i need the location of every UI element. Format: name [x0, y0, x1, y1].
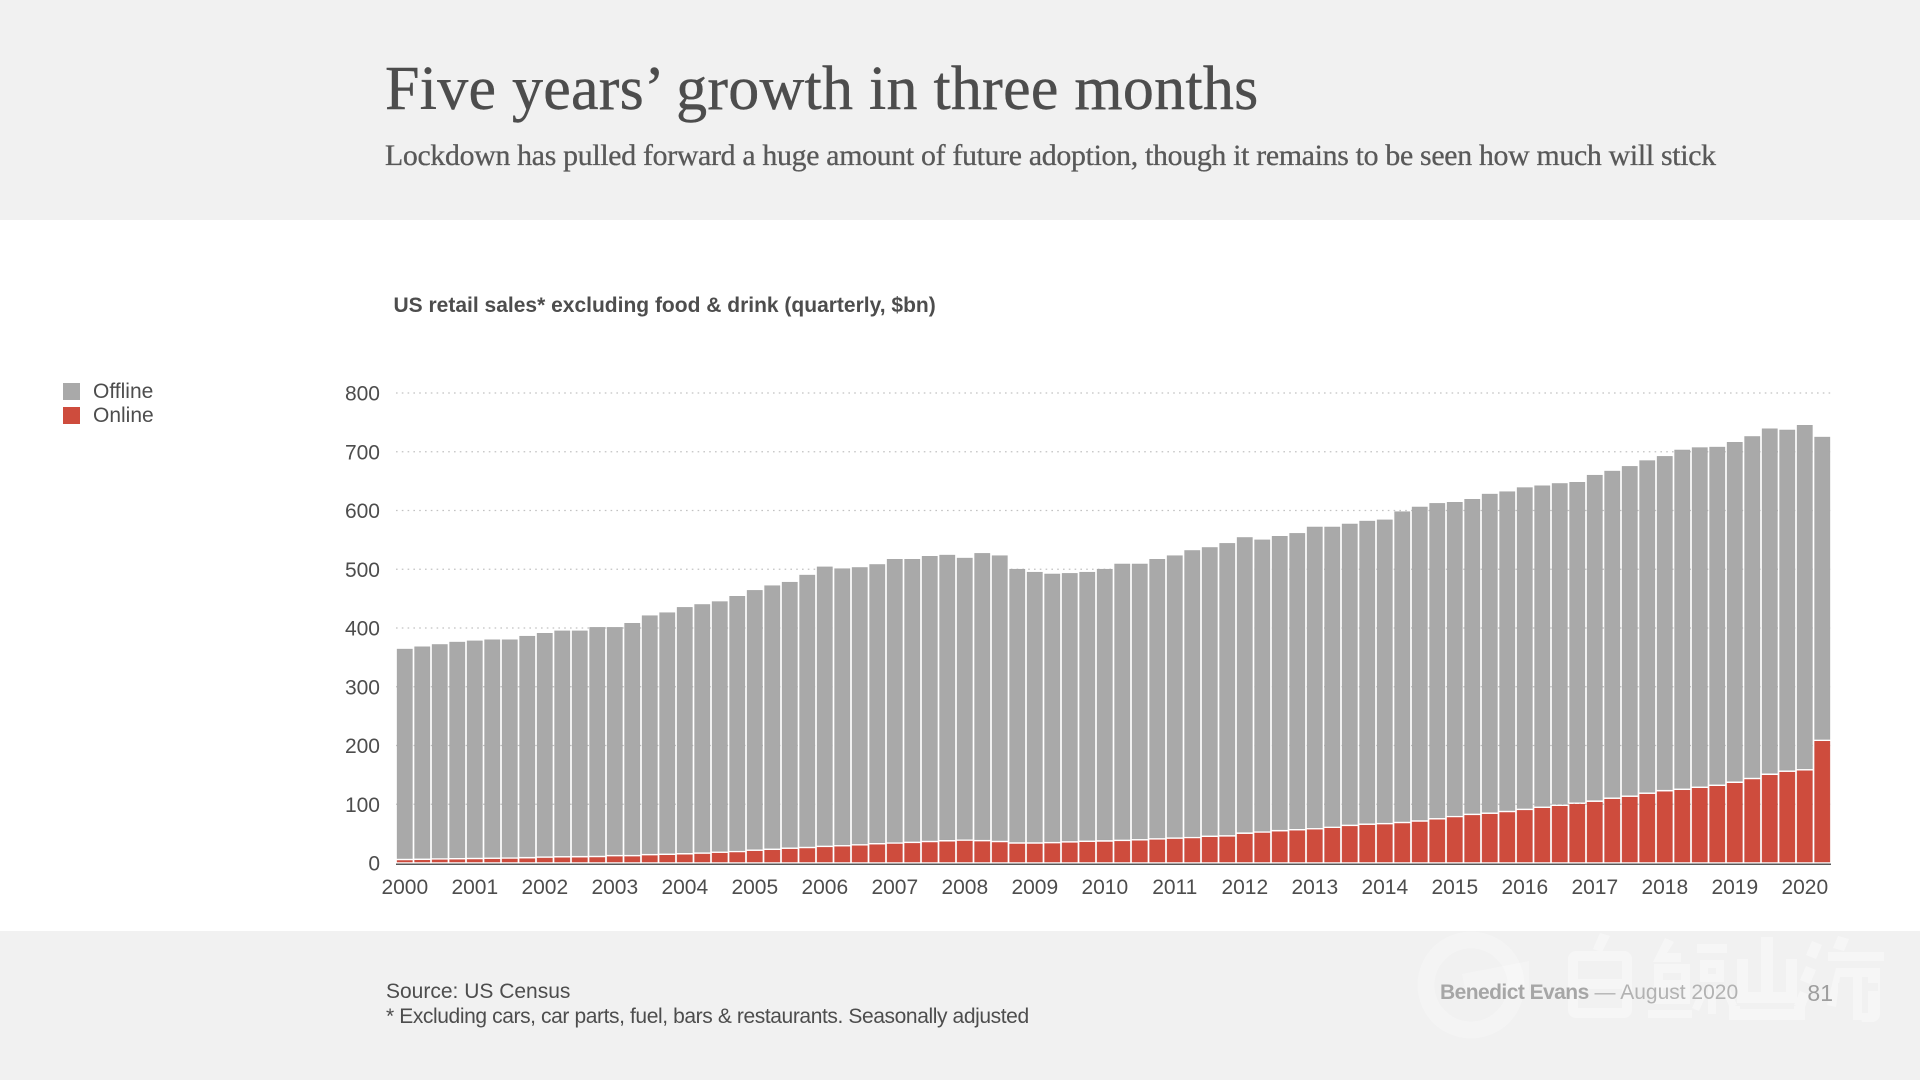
svg-text:500: 500 [345, 559, 380, 582]
svg-text:2006: 2006 [801, 876, 848, 899]
svg-text:2001: 2001 [451, 876, 498, 899]
svg-text:2018: 2018 [1641, 876, 1688, 899]
svg-text:2011: 2011 [1152, 876, 1197, 899]
svg-text:2015: 2015 [1431, 876, 1478, 899]
svg-text:2010: 2010 [1081, 876, 1128, 899]
svg-text:2008: 2008 [941, 876, 988, 899]
svg-text:2005: 2005 [731, 876, 778, 899]
svg-text:200: 200 [345, 735, 380, 758]
svg-text:100: 100 [345, 794, 380, 817]
svg-text:0: 0 [368, 853, 380, 876]
svg-text:2009: 2009 [1011, 876, 1058, 899]
svg-text:300: 300 [345, 676, 380, 699]
svg-text:2014: 2014 [1361, 876, 1408, 899]
svg-text:800: 800 [345, 383, 380, 406]
svg-text:2002: 2002 [521, 876, 568, 899]
svg-text:700: 700 [345, 441, 380, 464]
svg-text:2016: 2016 [1501, 876, 1548, 899]
svg-text:2007: 2007 [871, 876, 918, 899]
svg-text:2003: 2003 [591, 876, 638, 899]
svg-text:2012: 2012 [1221, 876, 1268, 899]
svg-text:2004: 2004 [661, 876, 708, 899]
svg-text:2000: 2000 [381, 876, 428, 899]
svg-text:600: 600 [345, 500, 380, 523]
svg-text:2020: 2020 [1781, 876, 1828, 899]
svg-text:400: 400 [345, 618, 380, 641]
svg-text:2017: 2017 [1571, 876, 1618, 899]
svg-text:2013: 2013 [1291, 876, 1338, 899]
svg-text:2019: 2019 [1711, 876, 1758, 899]
